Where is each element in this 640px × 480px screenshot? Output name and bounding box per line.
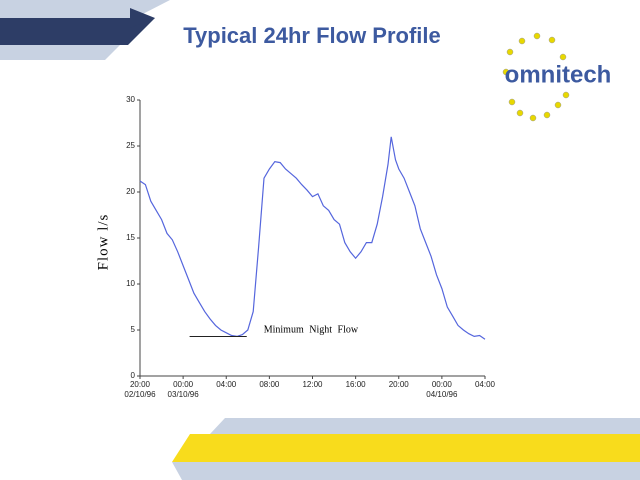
y-tick-label: 30	[126, 95, 135, 104]
y-axis-label: Flow l/s	[95, 214, 111, 271]
x-tick-label: 16:00	[346, 380, 367, 389]
x-date-label: 03/10/96	[168, 390, 200, 399]
x-tick-label: 20:00	[389, 380, 410, 389]
x-tick-label: 04:00	[216, 380, 237, 389]
x-date-label: 02/10/96	[124, 390, 156, 399]
decor-band	[0, 18, 155, 45]
decor-arrow	[130, 8, 155, 28]
x-tick-label: 00:00	[173, 380, 194, 389]
x-tick-label: 12:00	[302, 380, 323, 389]
flow-line	[139, 136, 486, 340]
y-tick-label: 10	[126, 279, 135, 288]
decor-band	[0, 0, 170, 18]
decor-band	[172, 434, 640, 462]
y-tick-label: 0	[131, 371, 136, 380]
x-date-label: 04/10/96	[426, 390, 458, 399]
title: Typical 24hr Flow Profile	[183, 23, 441, 48]
logo-dots	[502, 32, 570, 122]
x-tick-label: 20:00	[130, 380, 151, 389]
y-tick-label: 15	[126, 233, 135, 242]
decor-band	[0, 45, 120, 60]
decor-band	[172, 462, 640, 480]
y-tick-label: 5	[131, 325, 136, 334]
y-tick-label: 20	[126, 187, 135, 196]
y-tick-label: 25	[126, 141, 135, 150]
x-tick-label: 08:00	[259, 380, 280, 389]
x-tick-label: 00:00	[432, 380, 453, 389]
x-tick-label: 04:00	[475, 380, 496, 389]
annotation: Minimum Night Flow	[264, 325, 359, 336]
decor-band	[210, 418, 640, 434]
logo: omnitech	[505, 61, 612, 88]
